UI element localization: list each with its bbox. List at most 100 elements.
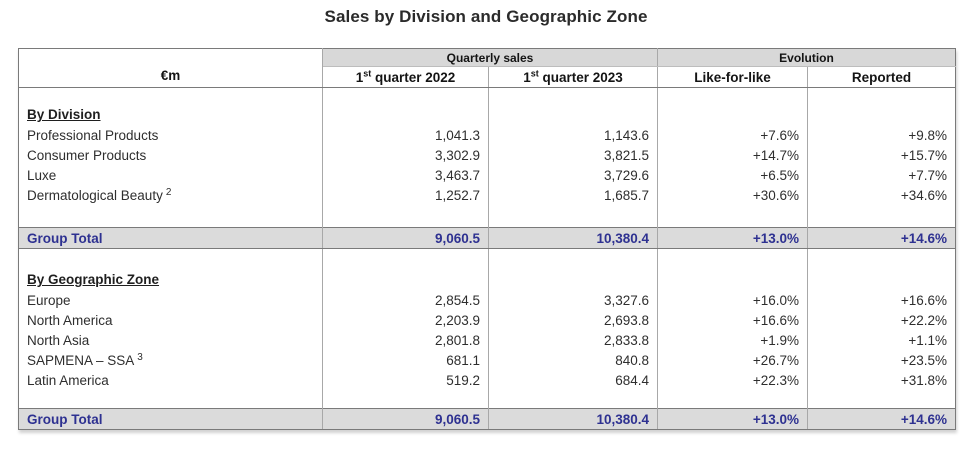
q1-2022-cell: 3,463.7	[322, 165, 489, 186]
row-label-cell: Professional Products	[18, 125, 323, 146]
spacer-cell	[808, 391, 956, 409]
like-for-like-cell: +13.0%	[657, 408, 808, 430]
q1-2023-cell: 10,380.4	[488, 227, 658, 249]
reported-cell: +1.1%	[908, 333, 948, 348]
table-row-professional-products: Professional Products 1,041.3 1,143.6 +7…	[18, 125, 956, 146]
unit-header-cell: €m	[18, 48, 323, 88]
reported-cell: +14.6%	[807, 408, 956, 430]
like-for-like-cell: +14.7%	[657, 145, 808, 166]
reported-cell: +9.8%	[908, 128, 948, 143]
q1-2022-cell: 1,041.3	[322, 125, 489, 146]
section-heading-row-division: By Division	[18, 103, 956, 126]
q1-2023-cell: 2,693.8	[488, 310, 658, 331]
spacer-cell	[18, 248, 323, 269]
section-heading-cell: By Geographic Zone	[18, 268, 323, 291]
q1-2023-cell: 1,685.7	[488, 185, 658, 206]
spacer-cell	[488, 248, 658, 269]
like-for-like-cell: +13.0%	[657, 227, 808, 249]
empty-cell	[322, 268, 489, 291]
empty-cell	[808, 104, 956, 126]
header-band-row: €m Quarterly sales Evolution	[18, 48, 956, 88]
header-q1-2023-num: 1	[523, 69, 531, 85]
like-for-like-cell: +6.5%	[657, 165, 808, 186]
reported-cell: +34.6%	[900, 188, 948, 203]
header-q1-2023: 1st quarter 2023	[488, 66, 658, 88]
q1-2023-cell: 2,833.8	[488, 330, 658, 351]
like-for-like-cell: +1.9%	[657, 330, 808, 351]
header-q1-2023-rest: quarter 2023	[538, 69, 623, 85]
footnote-sup: 3	[137, 351, 143, 363]
reported-cell: +15.7%	[900, 148, 948, 163]
row-label-cell: Consumer Products	[18, 145, 323, 166]
unit-label: €m	[160, 68, 181, 83]
spacer-cell	[808, 249, 956, 269]
q1-2022-cell: 519.2	[322, 370, 489, 391]
header-reported: Reported	[807, 66, 956, 88]
q1-2022-cell: 2,203.9	[322, 310, 489, 331]
reported-cell: +22.2%	[900, 313, 948, 328]
table-row-europe: Europe 2,854.5 3,327.6 +16.0% +16.6%	[18, 290, 956, 311]
section-heading-geographic-zone: By Geographic Zone	[27, 272, 160, 287]
section-heading-cell: By Division	[18, 103, 323, 126]
header-quarterly-sales: Quarterly sales	[322, 48, 658, 67]
row-label: North Asia	[27, 333, 90, 348]
q1-2022-cell: 9,060.5	[322, 408, 489, 430]
row-label: Europe	[27, 293, 71, 308]
q1-2023-cell: 684.4	[488, 370, 658, 391]
spacer-cell	[808, 88, 956, 104]
row-label: North America	[27, 313, 113, 328]
empty-cell	[322, 103, 489, 126]
table-row-consumer-products: Consumer Products 3,302.9 3,821.5 +14.7%…	[18, 145, 956, 166]
spacer-cell	[657, 205, 808, 228]
row-label-cell: Europe	[18, 290, 323, 311]
q1-2022-cell: 9,060.5	[322, 227, 489, 249]
header-q1-2023-sup: st	[530, 68, 539, 78]
row-label-cell: Dermatological Beauty 2	[18, 185, 323, 206]
footnote-sup: 2	[165, 186, 172, 198]
header-like-for-like: Like-for-like	[657, 66, 808, 88]
table-row-north-asia: North Asia 2,801.8 2,833.8 +1.9% +1.1%	[18, 330, 956, 351]
header-q1-2022-rest: quarter 2022	[371, 69, 456, 85]
table-row-luxe: Luxe 3,463.7 3,729.6 +6.5% +7.7%	[18, 165, 956, 186]
group-total-row-geographic-zone: Group Total 9,060.5 10,380.4 +13.0% +14.…	[18, 408, 956, 430]
group-total-row-division: Group Total 9,060.5 10,380.4 +13.0% +14.…	[18, 227, 956, 249]
section-heading-row-geographic-zone: By Geographic Zone	[18, 268, 956, 291]
q1-2023-cell: 10,380.4	[488, 408, 658, 430]
like-for-like-cell: +16.0%	[657, 290, 808, 311]
q1-2023-cell: 3,327.6	[488, 290, 658, 311]
table-row-sapmena-ssa: SAPMENA – SSA 3 681.1 840.8 +26.7% +23.5%	[18, 350, 956, 371]
reported-cell: +16.6%	[900, 293, 948, 308]
reported-cell: +7.7%	[908, 168, 948, 183]
q1-2023-cell: 3,729.6	[488, 165, 658, 186]
spacer-cell	[18, 205, 323, 228]
spacer-cell	[488, 87, 658, 104]
q1-2023-cell: 3,821.5	[488, 145, 658, 166]
sales-table: €m Quarterly sales Evolution 1st quarter…	[18, 48, 957, 430]
row-label-cell: North America	[18, 310, 323, 331]
like-for-like-cell: +22.3%	[657, 370, 808, 391]
table-row-latin-america: Latin America 519.2 684.4 +22.3% +31.8%	[18, 370, 956, 391]
empty-cell	[657, 268, 808, 291]
spacer-cell	[488, 390, 658, 409]
spacer-cell	[657, 390, 808, 409]
header-evolution: Evolution	[657, 48, 956, 67]
empty-cell	[488, 103, 658, 126]
like-for-like-cell: +16.6%	[657, 310, 808, 331]
q1-2022-cell: 681.1	[322, 350, 489, 371]
like-for-like-cell: +30.6%	[657, 185, 808, 206]
empty-cell	[808, 269, 956, 291]
row-label: Luxe	[27, 168, 57, 183]
page-title: Sales by Division and Geographic Zone	[324, 7, 648, 26]
q1-2022-cell: 2,854.5	[322, 290, 489, 311]
row-label-cell: Luxe	[18, 165, 323, 186]
table-row-dermatological-beauty: Dermatological Beauty 2 1,252.7 1,685.7 +…	[18, 185, 956, 206]
spacer-cell	[322, 390, 489, 409]
like-for-like-cell: +26.7%	[657, 350, 808, 371]
q1-2022-cell: 1,252.7	[322, 185, 489, 206]
row-label: Professional Products	[27, 128, 159, 143]
table-row-north-america: North America 2,203.9 2,693.8 +16.6% +22…	[18, 310, 956, 331]
reported-cell: +31.8%	[900, 373, 948, 388]
row-label-cell: North Asia	[18, 330, 323, 351]
spacer-cell	[322, 87, 489, 104]
